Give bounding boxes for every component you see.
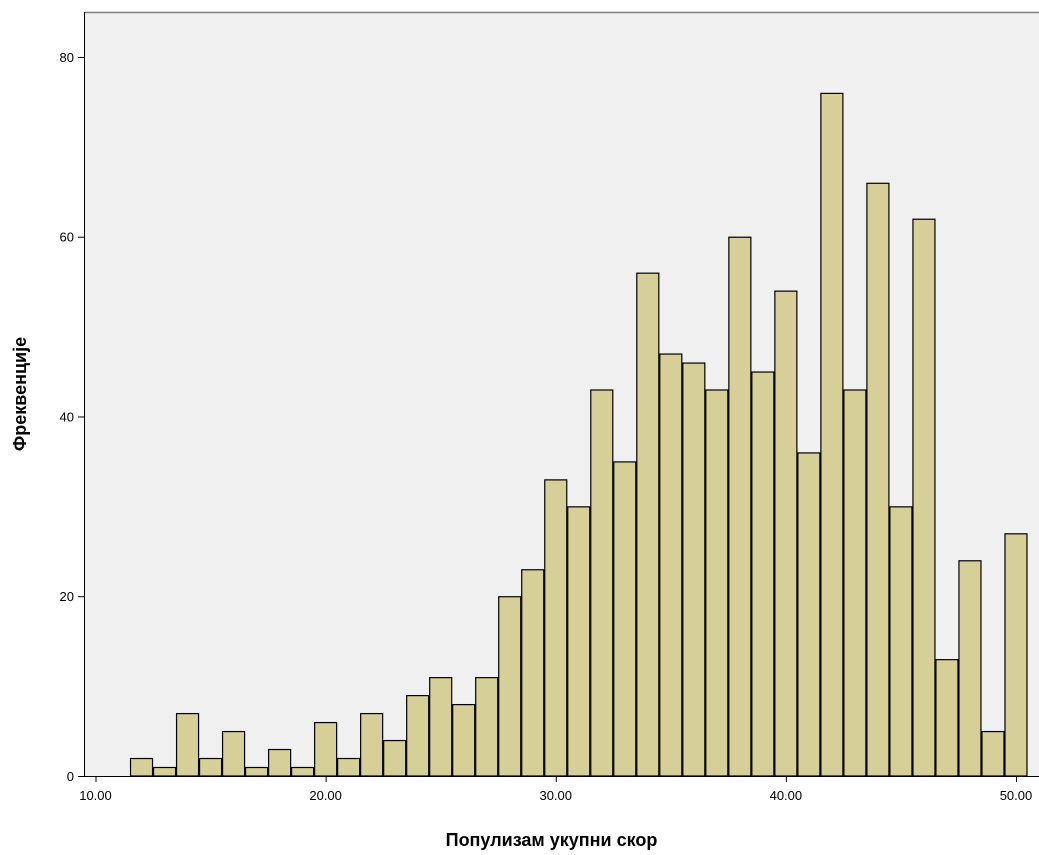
- histogram-bar: [705, 389, 729, 777]
- x-tick-label: 30.00: [539, 788, 572, 803]
- y-tick-label: 40: [60, 409, 74, 424]
- histogram-bar: [267, 748, 292, 777]
- histogram-bar: [659, 353, 683, 777]
- x-tick-label: 20.00: [309, 788, 342, 803]
- histogram-bar: [360, 712, 384, 777]
- histogram-bar: [429, 677, 453, 777]
- histogram-bar: [452, 703, 476, 777]
- histogram-bar: [521, 569, 545, 777]
- histogram-bar: [981, 730, 1005, 777]
- histogram-bar: [636, 272, 660, 777]
- histogram-bar: [912, 218, 936, 777]
- histogram-bar: [820, 92, 844, 777]
- histogram-bar: [935, 659, 959, 777]
- histogram-bar: [383, 739, 407, 777]
- y-axis-ticks: 0 20 40 60 80: [60, 50, 84, 784]
- histogram-bar: [175, 712, 200, 777]
- bars-group: [129, 92, 1028, 777]
- x-tick-label: 10.00: [79, 788, 112, 803]
- histogram-bar: [866, 182, 890, 777]
- histogram-bar: [567, 506, 591, 777]
- x-tick-label: 40.00: [770, 788, 803, 803]
- histogram-bar: [751, 371, 775, 777]
- histogram-bar: [774, 290, 798, 777]
- y-tick-label: 20: [60, 589, 74, 604]
- histogram-bar: [406, 695, 430, 777]
- histogram-bar: [337, 757, 361, 777]
- y-tick-label: 80: [60, 50, 74, 65]
- histogram-bar: [221, 730, 246, 777]
- histogram-bar: [314, 721, 338, 777]
- histogram-bar: [1004, 533, 1028, 777]
- histogram-bar: [797, 452, 821, 777]
- x-axis-title: Популизам укупни скор: [446, 830, 658, 850]
- histogram-bar: [244, 766, 269, 777]
- histogram-bar: [889, 506, 913, 777]
- x-tick-label: 50.00: [1000, 788, 1033, 803]
- x-axis-ticks: 10.00 20.00 30.00 40.00 50.00: [79, 776, 1032, 803]
- histogram-bar: [291, 766, 315, 777]
- histogram-bar: [129, 757, 154, 777]
- histogram-bar: [198, 757, 223, 777]
- histogram-bar: [498, 596, 522, 777]
- histogram-bar: [843, 389, 867, 777]
- histogram-bar: [958, 560, 982, 777]
- histogram-bar: [152, 766, 177, 777]
- histogram-bar: [613, 461, 637, 777]
- histogram-bar: [544, 479, 568, 777]
- histogram-bar: [475, 677, 499, 777]
- y-tick-label: 60: [60, 230, 74, 245]
- y-axis-title: Фреквенције: [10, 337, 30, 451]
- histogram-bar: [682, 362, 706, 777]
- histogram-bar: [590, 389, 614, 777]
- histogram-bar: [728, 236, 752, 777]
- y-tick-label: 0: [67, 769, 74, 784]
